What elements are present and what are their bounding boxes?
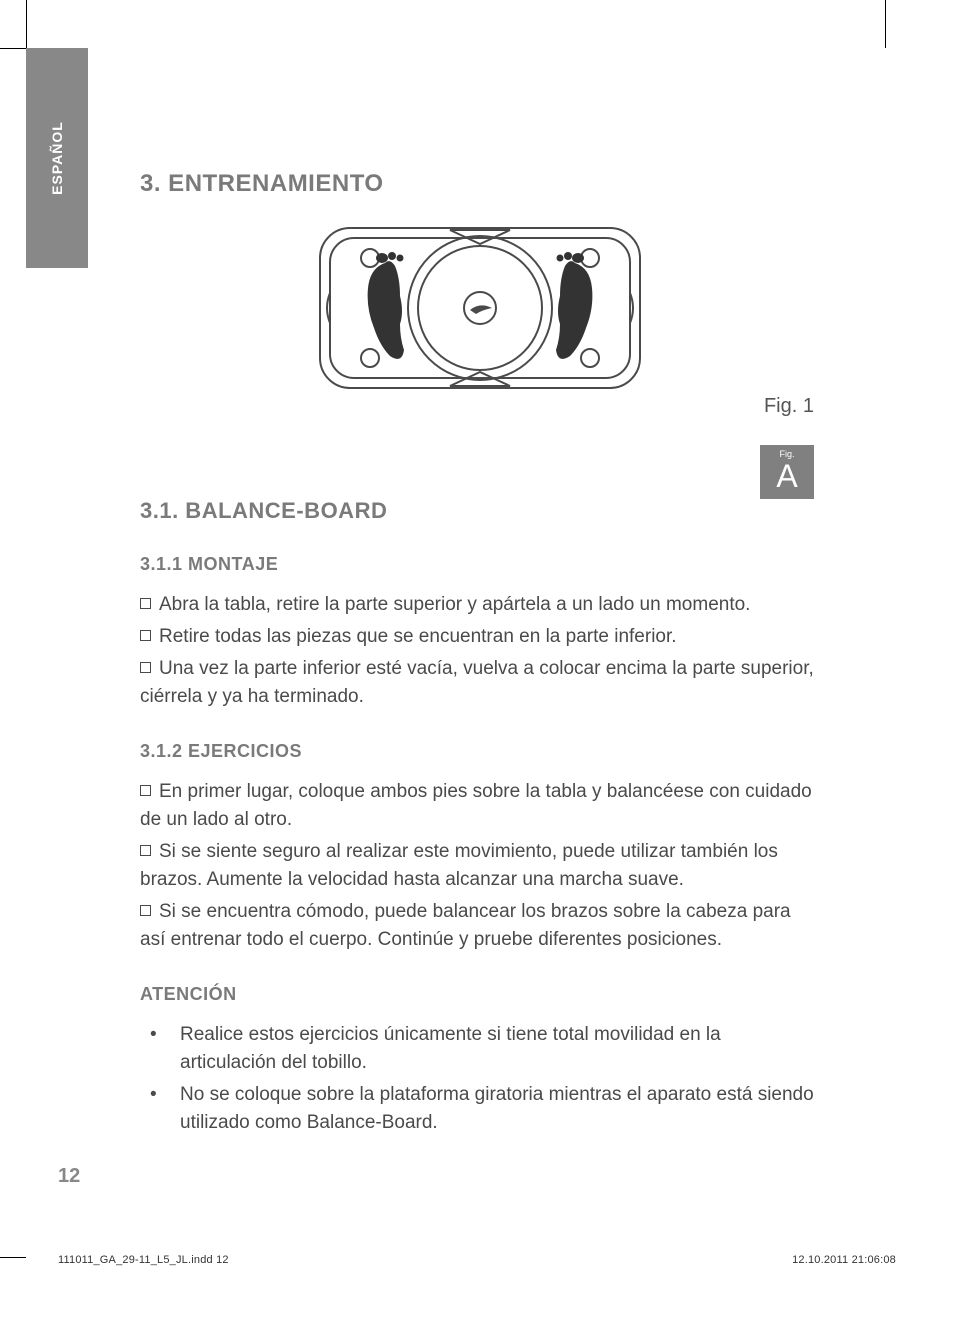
crop-mark <box>885 0 886 48</box>
print-footer: 111011_GA_29-11_L5_JL.indd 12 12.10.2011… <box>58 1254 896 1266</box>
checklist-text: Si se siente seguro al realizar este mov… <box>140 841 778 890</box>
language-label: ESPAÑOL <box>49 121 65 195</box>
attention-item: Realice estos ejercicios únicamente si t… <box>140 1021 820 1077</box>
checklist-item: Si se siente seguro al realizar este mov… <box>140 838 820 894</box>
checklist-item: En primer lugar, coloque ambos pies sobr… <box>140 778 820 834</box>
footer-timestamp: 12.10.2011 21:06:08 <box>792 1254 896 1266</box>
checklist-text: Una vez la parte inferior esté vacía, vu… <box>140 658 814 707</box>
checklist-text: Si se encuentra cómodo, puede balancear … <box>140 901 791 950</box>
checklist-text: Abra la tabla, retire la parte superior … <box>159 594 750 615</box>
checklist-text: En primer lugar, coloque ambos pies sobr… <box>140 781 812 830</box>
checkbox-icon <box>140 598 151 609</box>
crop-mark <box>0 48 26 49</box>
crop-mark <box>26 0 27 48</box>
figure-badge-label: Fig. <box>760 445 814 459</box>
subsubsection-heading: 3.1.1 MONTAJE <box>140 554 820 575</box>
checkbox-icon <box>140 662 151 673</box>
section-3-1: 3.1. BALANCE-BOARD 3.1.1 MONTAJE Abra la… <box>140 498 820 1137</box>
footer-file: 111011_GA_29-11_L5_JL.indd 12 <box>58 1254 229 1266</box>
page-number: 12 <box>58 1165 80 1188</box>
attention-list: Realice estos ejercicios únicamente si t… <box>140 1021 820 1137</box>
checklist-item: Si se encuentra cómodo, puede balancear … <box>140 898 820 954</box>
checklist-text: Retire todas las piezas que se encuentra… <box>159 626 677 647</box>
language-side-tab: ESPAÑOL <box>26 48 88 268</box>
checkbox-icon <box>140 845 151 856</box>
checkbox-icon <box>140 630 151 641</box>
checklist-item: Abra la tabla, retire la parte superior … <box>140 591 820 619</box>
subsubsection-heading: 3.1.2 EJERCICIOS <box>140 741 820 762</box>
figure-badge: Fig. A <box>760 445 814 499</box>
checkbox-icon <box>140 905 151 916</box>
balance-board-illustration <box>300 208 660 408</box>
content-area: 3. ENTRENAMIENTO <box>140 170 820 1141</box>
checklist-item: Retire todas las piezas que se encuentra… <box>140 623 820 651</box>
checkbox-icon <box>140 785 151 796</box>
section-heading: 3. ENTRENAMIENTO <box>140 170 820 198</box>
checklist-item: Una vez la parte inferior esté vacía, vu… <box>140 655 820 711</box>
figure-badge-letter: A <box>760 459 814 493</box>
page: ESPAÑOL 3. ENTRENAMIENTO <box>0 0 954 1318</box>
subsection-heading: 3.1. BALANCE-BOARD <box>140 498 820 524</box>
crop-mark <box>0 1257 26 1258</box>
attention-heading: ATENCIÓN <box>140 984 820 1005</box>
figure-caption: Fig. 1 <box>764 395 814 418</box>
attention-item: No se coloque sobre la plataforma girato… <box>140 1081 820 1137</box>
